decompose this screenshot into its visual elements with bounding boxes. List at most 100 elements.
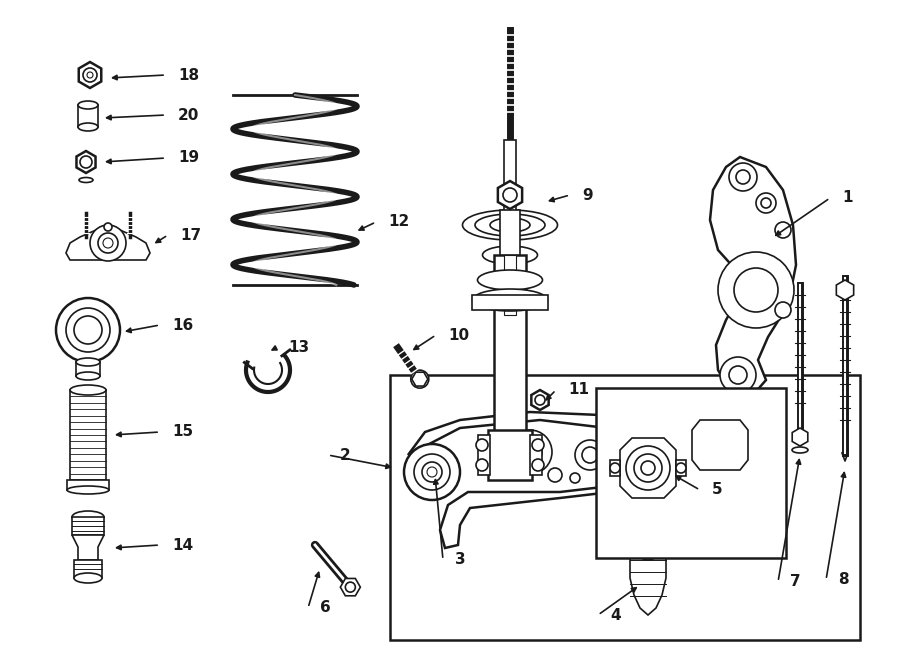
Text: 11: 11 (568, 383, 589, 397)
Text: 3: 3 (455, 553, 465, 568)
Polygon shape (710, 157, 796, 395)
Circle shape (83, 68, 97, 82)
Text: 5: 5 (712, 483, 723, 498)
Text: 6: 6 (320, 600, 331, 615)
Circle shape (626, 446, 670, 490)
Bar (472, 295, 548, 310)
Circle shape (720, 357, 756, 393)
Circle shape (103, 238, 113, 248)
Circle shape (476, 459, 488, 471)
Circle shape (604, 456, 616, 468)
Text: 8: 8 (838, 572, 849, 588)
Circle shape (775, 222, 791, 238)
Ellipse shape (478, 270, 543, 290)
Circle shape (476, 439, 488, 451)
Circle shape (775, 302, 791, 318)
Circle shape (427, 467, 437, 477)
Polygon shape (412, 372, 427, 386)
Text: 1: 1 (842, 190, 852, 206)
Text: 20: 20 (178, 108, 200, 122)
Text: 7: 7 (790, 574, 801, 590)
Bar (70, 390, 106, 480)
Circle shape (414, 454, 450, 490)
Circle shape (518, 440, 542, 464)
Ellipse shape (78, 101, 98, 109)
Bar (76, 362, 100, 376)
Ellipse shape (67, 486, 109, 494)
Circle shape (636, 536, 660, 560)
Circle shape (548, 468, 562, 482)
Circle shape (532, 459, 544, 471)
Bar (78, 105, 98, 127)
Bar (504, 140, 516, 220)
Circle shape (422, 462, 442, 482)
Circle shape (74, 316, 102, 344)
Circle shape (734, 268, 778, 312)
Ellipse shape (472, 289, 547, 311)
Bar (72, 517, 104, 535)
Circle shape (410, 370, 428, 388)
Circle shape (761, 198, 771, 208)
Circle shape (710, 435, 730, 455)
Circle shape (98, 233, 118, 253)
Ellipse shape (72, 511, 104, 523)
Circle shape (718, 252, 794, 328)
Circle shape (756, 193, 776, 213)
Polygon shape (498, 181, 522, 209)
Polygon shape (630, 540, 666, 615)
Circle shape (66, 308, 110, 352)
Bar (390, 375, 860, 640)
Circle shape (729, 366, 747, 384)
Bar (488, 430, 532, 480)
Text: 18: 18 (178, 67, 199, 83)
Polygon shape (792, 428, 808, 446)
Bar (504, 255, 516, 315)
Text: 16: 16 (172, 317, 194, 332)
Ellipse shape (463, 210, 557, 240)
Bar (500, 210, 520, 255)
Circle shape (610, 463, 620, 473)
Text: 2: 2 (340, 447, 351, 463)
Bar (530, 435, 542, 475)
Bar (67, 480, 109, 490)
Ellipse shape (74, 573, 102, 583)
Polygon shape (78, 62, 102, 88)
Circle shape (535, 395, 545, 405)
Circle shape (346, 582, 356, 592)
Text: 14: 14 (172, 537, 194, 553)
Circle shape (404, 444, 460, 500)
Polygon shape (76, 151, 95, 173)
Polygon shape (836, 280, 854, 300)
Text: 9: 9 (582, 188, 592, 202)
Text: 19: 19 (178, 151, 199, 165)
Polygon shape (408, 412, 665, 548)
Bar (74, 560, 102, 578)
Ellipse shape (76, 372, 100, 380)
Bar (676, 460, 686, 476)
Circle shape (702, 427, 738, 463)
Circle shape (570, 473, 580, 483)
Polygon shape (620, 438, 676, 498)
Circle shape (729, 163, 757, 191)
Polygon shape (66, 227, 150, 260)
Bar (478, 435, 490, 475)
Ellipse shape (79, 178, 93, 182)
Ellipse shape (78, 123, 98, 131)
Circle shape (56, 298, 120, 362)
Circle shape (634, 454, 662, 482)
Text: 15: 15 (172, 424, 194, 440)
Circle shape (715, 440, 725, 450)
Polygon shape (340, 578, 360, 596)
Circle shape (90, 225, 126, 261)
Circle shape (641, 461, 655, 475)
Text: 17: 17 (180, 227, 201, 243)
Circle shape (676, 463, 686, 473)
Circle shape (503, 188, 517, 202)
Polygon shape (72, 535, 104, 560)
Polygon shape (531, 390, 549, 410)
Circle shape (575, 440, 605, 470)
Ellipse shape (76, 358, 100, 366)
Ellipse shape (792, 447, 808, 453)
Bar (610, 460, 620, 476)
Ellipse shape (70, 385, 106, 395)
